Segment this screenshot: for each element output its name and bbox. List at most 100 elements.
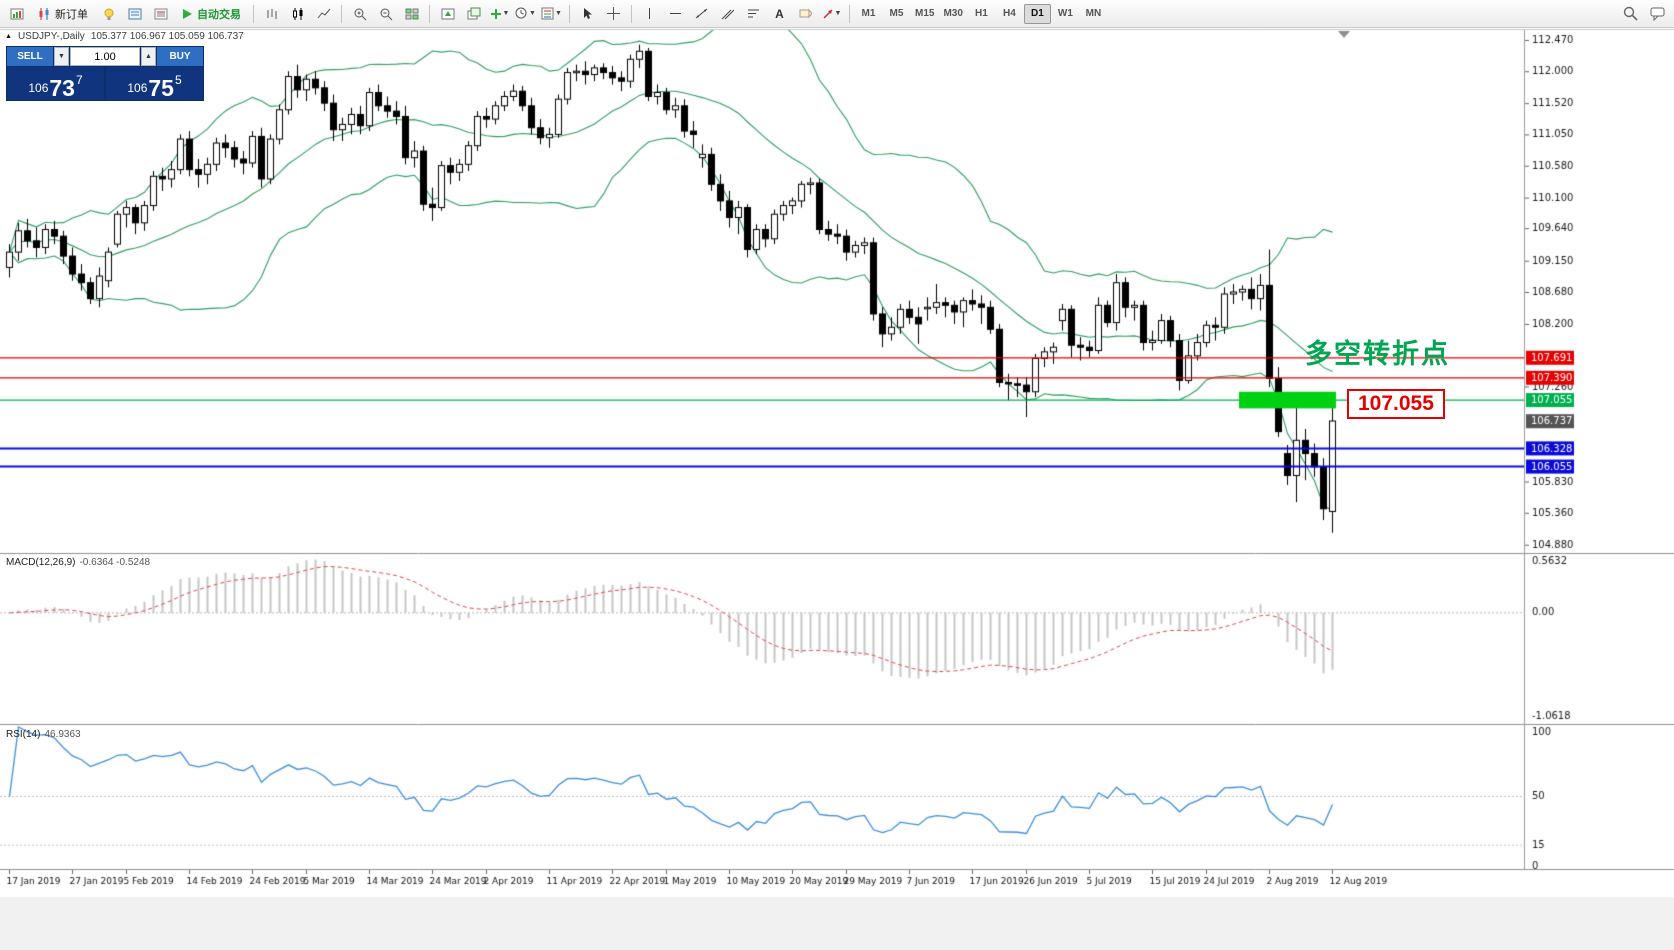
timeframe-button-w1[interactable]: W1 [1052,4,1079,24]
cascade-windows-button[interactable] [461,3,486,25]
main-toolbar: 新订单 自动交易 ▼ ▼ ▼ A ▼ M1 M5 M15 M30 H1 H4 D1 W1 MN [0,0,1674,28]
horizontal-line-icon [670,13,681,14]
chevron-down-icon: ▼ [529,10,536,17]
sell-price-base: 106 [28,81,49,95]
candlestick-chart-icon [292,7,302,20]
volume-up-button[interactable]: ▲ [141,47,156,66]
app-window-icon [10,8,23,19]
new-chart-button[interactable]: ▼ [487,3,512,25]
chart-symbol-title: ▲ USDJPY-,Daily 105.377 106.967 105.059 … [5,31,244,42]
trade-panel-price-row: 106 73 7 106 75 5 [7,67,203,100]
zoom-out-icon [380,8,392,20]
new-order-icon [39,7,49,20]
arrows-icon [823,8,833,19]
lightbulb-icon [104,8,113,20]
vertical-line-icon [649,8,650,19]
turning-point-label: 多空转折点 [1305,339,1450,369]
buy-price-base: 106 [127,81,148,95]
data-window-button[interactable] [148,3,173,25]
cascade-windows-icon [467,7,480,19]
market-watch-icon [128,8,141,19]
zone-price-label: 107.055 [1347,389,1445,419]
timeframe-button-mn[interactable]: MN [1080,4,1107,24]
timeframe-button-m1[interactable]: M1 [855,4,882,24]
periods-icon [515,7,527,19]
trendline-button[interactable] [689,3,714,25]
buy-price-button[interactable]: 106 75 5 [106,67,203,100]
crosshair-icon [607,7,620,20]
sell-price-pips: 73 [49,74,75,101]
search-icon [1623,6,1638,21]
zoom-out-button[interactable] [373,3,398,25]
templates-icon [541,7,554,20]
line-chart-icon [317,8,330,18]
cursor-button[interactable] [575,3,600,25]
autotrading-label: 自动交易 [197,8,241,21]
one-click-trading-panel: SELL ▼ ▲ BUY 106 73 7 106 75 5 [6,46,204,101]
chevron-down-icon: ▼ [58,53,65,60]
volume-dropdown-button[interactable]: ▼ [54,47,69,66]
channel-icon [721,9,734,20]
new-order-label: 新订单 [55,8,88,21]
vertical-line-button[interactable] [637,3,662,25]
expert-advisors-button[interactable] [96,3,121,25]
timeframe-button-d1[interactable]: D1 [1023,3,1051,24]
timeframe-button-m15[interactable]: M15 [911,4,938,24]
volume-input[interactable] [70,47,140,66]
toolbar-right-group [1618,3,1670,25]
autotrading-play-icon [183,8,192,19]
autotrading-button[interactable]: 自动交易 [174,3,248,25]
timeframe-button-m30[interactable]: M30 [939,4,966,24]
channel-button[interactable] [715,3,740,25]
sell-price-point: 7 [75,73,83,87]
sell-label-button[interactable]: SELL [7,47,53,66]
crosshair-button[interactable] [601,3,626,25]
arrows-tool-button[interactable]: ▼ [819,3,844,25]
periods-button[interactable]: ▼ [513,3,538,25]
toolbar-separator [569,4,570,23]
toolbar-separator [253,4,254,23]
chevron-down-icon: ▼ [834,10,842,17]
chat-button[interactable] [1645,3,1670,25]
bar-chart-button[interactable] [259,3,284,25]
app-window-button[interactable] [4,3,29,25]
arrange-windows-icon [441,8,454,19]
macd-values: -0.6364 -0.5248 [79,557,151,568]
timeframe-button-h1[interactable]: H1 [968,4,995,24]
arrange-windows-button[interactable] [435,3,460,25]
sell-price-button[interactable]: 106 73 7 [7,67,104,100]
zoom-in-button[interactable] [347,3,372,25]
new-order-button[interactable]: 新订单 [30,3,95,25]
fibonacci-icon [748,9,759,18]
candlestick-chart-button[interactable] [285,3,310,25]
data-window-icon [154,8,167,19]
search-button[interactable] [1618,3,1643,25]
market-watch-button[interactable] [122,3,147,25]
label-icon [799,8,812,19]
horizontal-line-button[interactable] [663,3,688,25]
timeframe-button-h4[interactable]: H4 [996,4,1023,24]
buy-label-button[interactable]: BUY [157,47,203,66]
line-chart-button[interactable] [311,3,336,25]
toolbar-separator [341,4,342,23]
text-icon: A [775,6,784,21]
buy-price-point: 5 [174,73,182,87]
trade-panel-top-row: SELL ▼ ▲ BUY [7,47,203,66]
fibonacci-button[interactable] [741,3,766,25]
rsi-label: RSI(14) 46.9363 [6,729,81,740]
timeframe-button-m5[interactable]: M5 [883,4,910,24]
toolbar-separator [849,4,850,23]
collapse-triangle-icon[interactable]: ▲ [5,33,12,40]
label-tool-button[interactable] [793,3,818,25]
zoom-in-icon [354,8,366,20]
tile-windows-button[interactable] [399,3,424,25]
text-tool-button[interactable]: A [767,3,792,25]
new-chart-icon [490,8,501,19]
rsi-name: RSI(14) [6,729,41,740]
templates-button[interactable]: ▼ [539,3,564,25]
chevron-up-icon: ▲ [145,53,152,60]
toolbar-separator [429,4,430,23]
toolbar-separator [631,4,632,23]
